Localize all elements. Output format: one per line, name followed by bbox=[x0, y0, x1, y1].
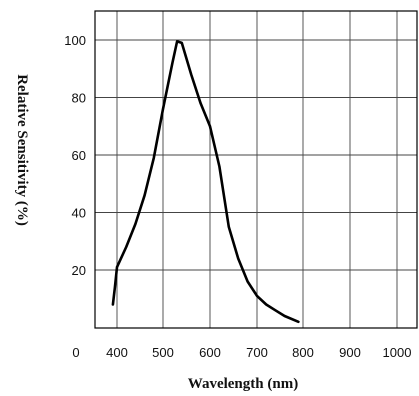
series bbox=[111, 40, 300, 324]
x-tick-label: 1000 bbox=[383, 345, 412, 360]
y-tick-label: 60 bbox=[72, 148, 86, 163]
y-tick-label: 80 bbox=[72, 91, 86, 106]
x-axis-label: Wavelength (nm) bbox=[188, 376, 298, 392]
tick-labels: 0 400 500 600 700 800 900 1000 20 40 60 80 100 bbox=[64, 33, 411, 360]
series-line-0 bbox=[111, 40, 300, 324]
y-axis-label: Relative Sensitivity (%) bbox=[14, 74, 30, 226]
x-tick-label: 800 bbox=[292, 345, 314, 360]
x-tick-label: 900 bbox=[339, 345, 361, 360]
grid bbox=[95, 11, 417, 328]
y-tick-label: 40 bbox=[72, 206, 86, 221]
plot-frame bbox=[94, 10, 418, 329]
y-tick-label: 100 bbox=[64, 33, 86, 48]
x-tick-label: 400 bbox=[106, 345, 128, 360]
x-tick-label: 700 bbox=[246, 345, 268, 360]
x-tick-label: 600 bbox=[199, 345, 221, 360]
x-tick-label: 500 bbox=[152, 345, 174, 360]
x-tick-label: 0 bbox=[72, 345, 79, 360]
y-tick-label: 20 bbox=[72, 263, 86, 278]
